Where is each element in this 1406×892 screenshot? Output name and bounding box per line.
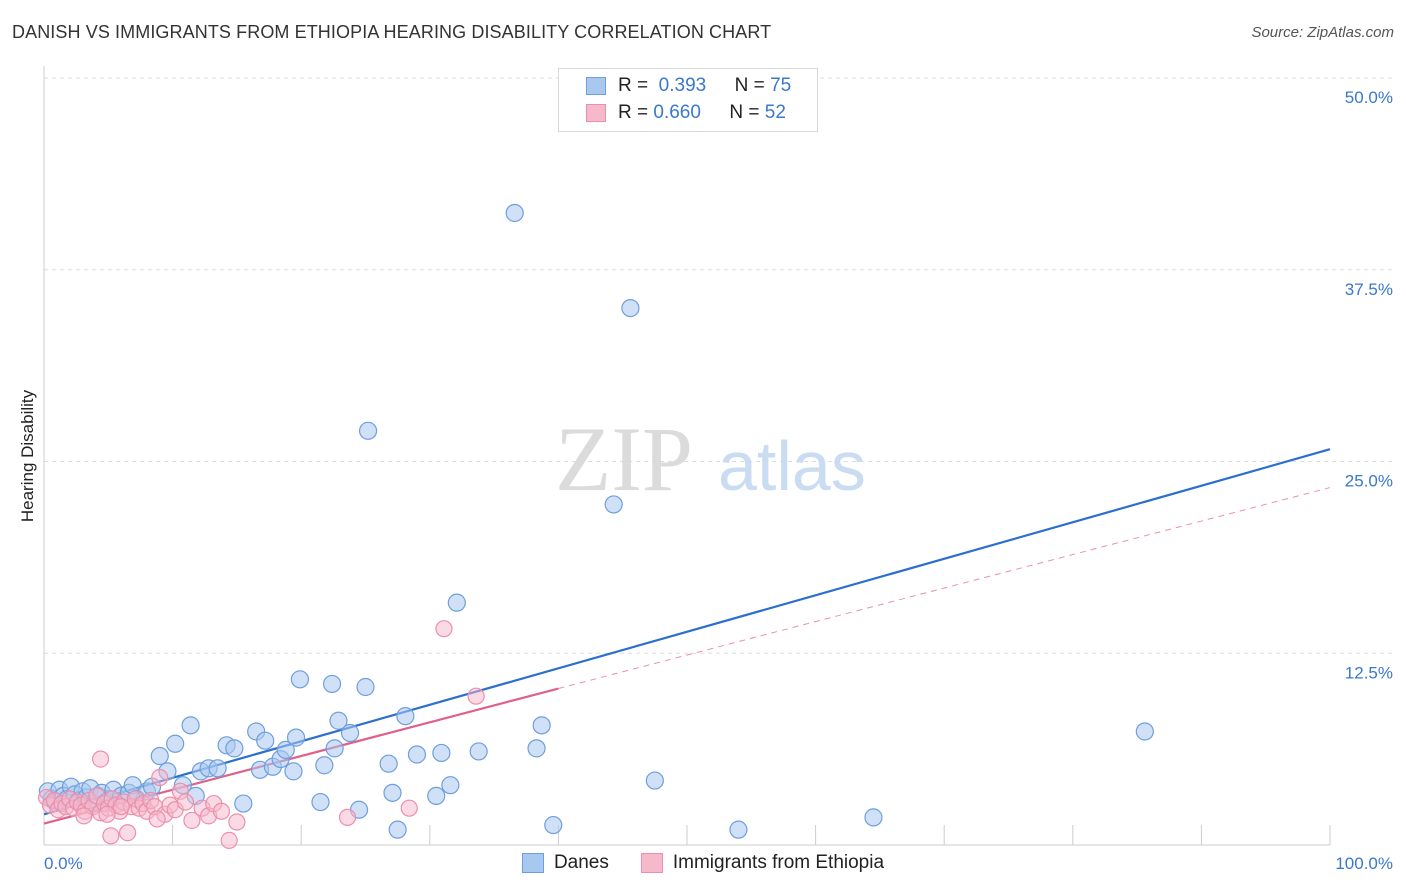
- y-tick-label-1: 25.0%: [1345, 472, 1393, 491]
- point-ethiopia-38: [102, 827, 120, 845]
- legend: R = 0.393 N = 75 R = 0.660 N = 52: [558, 68, 818, 132]
- point-ethiopia-35: [183, 811, 201, 830]
- watermark-zip: ZIP: [555, 408, 693, 510]
- point-danes-67: [544, 815, 563, 835]
- point-danes-50: [340, 723, 360, 743]
- point-danes-73: [864, 808, 883, 827]
- point-danes-52: [356, 677, 375, 697]
- bottom-legend-danes: Danes: [521, 852, 609, 874]
- point-ethiopia-51: [112, 798, 130, 816]
- point-danes-70: [645, 771, 664, 790]
- point-danes-55: [383, 783, 402, 802]
- point-danes-32: [208, 759, 227, 778]
- point-danes-62: [447, 593, 466, 612]
- point-ethiopia-47: [400, 799, 418, 817]
- point-danes-35: [234, 794, 253, 813]
- legend-r-label: R =: [618, 102, 649, 123]
- legend-r-value-ethiopia: 0.660: [653, 102, 701, 123]
- legend-row-ethiopia: R = 0.660 N = 52: [559, 100, 786, 126]
- point-danes-57: [396, 707, 415, 726]
- point-danes-41: [276, 740, 295, 759]
- point-danes-66: [532, 716, 551, 735]
- point-ethiopia-36: [91, 750, 110, 768]
- watermark: ZIP atlas: [555, 408, 866, 510]
- point-danes-47: [322, 674, 342, 694]
- legend-n-label: N =: [734, 75, 765, 96]
- bottom-legend-swatch-ethiopia: [640, 853, 663, 873]
- point-danes-43: [286, 728, 306, 747]
- y-tick-label-2: 37.5%: [1345, 280, 1393, 299]
- point-danes-38: [256, 731, 275, 750]
- point-danes-24: [150, 746, 169, 766]
- axes: [43, 66, 1330, 846]
- legend-swatch-ethiopia: [586, 104, 606, 122]
- point-ethiopia-50: [75, 807, 93, 825]
- y-tick-label-3: 50.0%: [1345, 88, 1393, 107]
- point-danes-58: [407, 745, 427, 764]
- x-tick-label-min: 0.0%: [44, 854, 83, 873]
- source-label: Source: ZipAtlas.com: [1251, 24, 1394, 41]
- point-ethiopia-49: [467, 687, 485, 705]
- point-danes-46: [315, 756, 334, 775]
- point-danes-69: [621, 299, 640, 318]
- tick-labels: 12.5% 25.0% 37.5% 50.0% 0.0% 100.0%: [44, 88, 1393, 873]
- point-danes-64: [505, 203, 524, 223]
- point-ethiopia-34: [176, 793, 195, 811]
- point-danes-28: [181, 716, 200, 735]
- grid-lines: [44, 77, 1392, 845]
- point-danes-72: [729, 820, 748, 839]
- point-danes-34: [225, 739, 244, 758]
- point-danes-53: [358, 421, 378, 440]
- legend-swatch-danes: [586, 77, 606, 95]
- legend-r-value-danes: 0.393: [658, 75, 707, 96]
- point-danes-54: [379, 754, 398, 773]
- point-danes-59: [427, 786, 446, 806]
- trend-line-ethiopia-extension: [558, 487, 1331, 690]
- point-danes-68: [604, 495, 623, 514]
- legend-row-danes: R = 0.393 N = 75: [559, 73, 791, 99]
- y-tick-label-0: 12.5%: [1345, 663, 1393, 682]
- point-ethiopia-43: [212, 802, 231, 820]
- bottom-legend-ethiopia: Immigrants from Ethiopia: [640, 852, 885, 874]
- point-danes-48: [325, 739, 344, 758]
- legend-r-label: R =: [618, 75, 649, 96]
- trend-line-danes: [43, 448, 1331, 816]
- point-danes-26: [166, 734, 185, 753]
- point-danes-42: [284, 762, 303, 781]
- point-ethiopia-48: [435, 620, 453, 638]
- point-danes-44: [290, 670, 310, 689]
- watermark-atlas: atlas: [718, 427, 866, 505]
- bottom-legend-label-ethiopia: Immigrants from Ethiopia: [672, 852, 885, 873]
- point-danes-56: [388, 820, 407, 839]
- series-ethiopia: [37, 620, 485, 849]
- point-ethiopia-45: [228, 813, 246, 831]
- point-danes-74: [1135, 722, 1154, 741]
- chart-title: DANISH VS IMMIGRANTS FROM ETHIOPIA HEARI…: [12, 22, 772, 42]
- legend-n-label: N =: [729, 102, 760, 123]
- point-danes-63: [469, 742, 488, 761]
- x-tick-label-max: 100.0%: [1335, 854, 1393, 873]
- bottom-legend-label-danes: Danes: [553, 852, 609, 873]
- point-ethiopia-46: [338, 808, 357, 826]
- point-ethiopia-39: [148, 810, 166, 828]
- bottom-legend-swatch-danes: [521, 853, 544, 873]
- point-ethiopia-37: [98, 805, 116, 823]
- point-ethiopia-44: [220, 831, 238, 849]
- bottom-legend: Danes Immigrants from Ethiopia: [0, 852, 1406, 874]
- legend-n-value-ethiopia: 52: [764, 102, 786, 123]
- point-ethiopia-29: [151, 768, 169, 787]
- point-danes-45: [311, 792, 330, 812]
- point-danes-49: [329, 711, 348, 730]
- point-danes-61: [441, 776, 460, 795]
- point-ethiopia-21: [118, 824, 137, 842]
- point-danes-60: [432, 743, 451, 763]
- point-danes-65: [527, 739, 546, 758]
- legend-n-value-danes: 75: [770, 75, 792, 96]
